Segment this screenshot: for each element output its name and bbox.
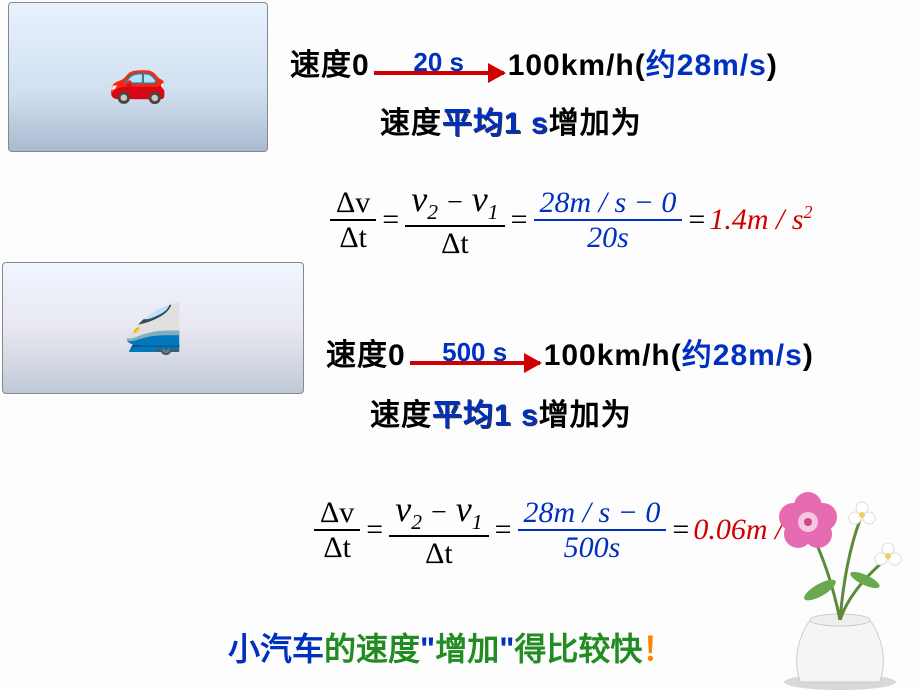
eq1-v1: v — [472, 179, 488, 219]
car-suffix: ) — [767, 49, 778, 82]
eq2-eq2: = — [495, 513, 512, 547]
conc-p1: 小汽车 — [228, 631, 324, 667]
conclusion-text: 小汽车的速度"增加"得比较快！ — [228, 624, 674, 670]
eq2-result-exp: 2 — [803, 512, 812, 532]
train-approx-prefix: 约 — [682, 339, 713, 372]
car-speed-start: 速度0 — [290, 40, 370, 84]
car-arrow — [374, 71, 504, 75]
eq2-v1sub: 1 — [472, 510, 483, 534]
eq2-dt: Δt — [323, 531, 351, 564]
eq2-frac2: v2 − v1 Δt — [389, 490, 488, 570]
eq1-num: 28m / s − 0 — [534, 186, 683, 219]
eq1-eq1: = — [382, 203, 399, 237]
eq2-dv: Δv — [320, 496, 354, 529]
eq2-frac1: Δv Δt — [314, 496, 360, 564]
eq2-eq1: = — [366, 513, 383, 547]
conc-p6: 得比较快 — [514, 631, 642, 667]
car-kmh: 100km/h( — [508, 49, 646, 82]
eq1-result-val: 1.4m / s — [709, 203, 803, 236]
conc-p5: " — [499, 631, 514, 667]
car-image: 🚗 — [8, 2, 268, 152]
train-suffix: ) — [803, 339, 814, 372]
train-icon: 🚄 — [123, 300, 183, 357]
car-speed-line: 速度0 20 s 100km/h(约28m/s) — [290, 40, 778, 84]
equation-train: Δv Δt = v2 − v1 Δt = 28m / s − 0 500s = … — [312, 490, 812, 570]
eq1-dt: Δt — [339, 221, 367, 254]
train-arrow-wrap: 500 s — [410, 339, 540, 365]
eq2-frac3: 28m / s − 0 500s — [518, 496, 667, 564]
eq1-v2sub: 2 — [427, 200, 438, 224]
train-avg-prefix: 速度 — [370, 390, 432, 434]
conc-p7: ！ — [642, 631, 674, 667]
eq2-num: 28m / s − 0 — [518, 496, 667, 529]
eq1-den: 20s — [581, 221, 635, 254]
eq1-frac1: Δv Δt — [330, 186, 376, 254]
train-speed-line: 速度0 500 s 100km/h(约28m/s) — [326, 330, 814, 374]
car-avg-prefix: 速度 — [380, 98, 442, 142]
equation-car: Δv Δt = v2 − v1 Δt = 28m / s − 0 20s = 1… — [328, 180, 813, 260]
eq2-result-val: 0.06m / s — [693, 513, 802, 546]
car-arrow-wrap: 20 s — [374, 49, 504, 75]
slide: 🚗 速度0 20 s 100km/h(约28m/s) 速度 平均1 s 增加为 … — [0, 0, 920, 690]
eq1-v2: v — [411, 179, 427, 219]
eq1-eq3: = — [688, 203, 705, 237]
train-avg-line: 速度 平均1 s 增加为 — [370, 390, 632, 434]
eq2-den: 500s — [558, 531, 627, 564]
eq1-eq2: = — [511, 203, 528, 237]
eq2-v2: v — [395, 489, 411, 529]
train-kmh: 100km/h( — [544, 339, 682, 372]
eq2-eq3: = — [672, 513, 689, 547]
train-speed-start: 速度0 — [326, 330, 406, 374]
conc-p4: 增加 — [435, 631, 499, 667]
conc-p3: " — [420, 631, 435, 667]
eq2-v1: v — [456, 489, 472, 529]
eq1-minus: − — [447, 187, 463, 218]
eq1-frac3: 28m / s − 0 20s — [534, 186, 683, 254]
eq1-v1sub: 1 — [488, 200, 499, 224]
eq1-frac2: v2 − v1 Δt — [405, 180, 504, 260]
eq1-dv: Δv — [336, 186, 370, 219]
train-avg-mid: 平均1 s — [432, 390, 539, 434]
train-speed-end: 100km/h(约28m/s) — [544, 330, 814, 374]
car-icon: 🚗 — [108, 49, 168, 106]
eq2-result: 0.06m / s2 — [693, 512, 811, 547]
conc-p2: 的速度 — [324, 631, 420, 667]
car-ms: 28m/s — [677, 49, 767, 82]
train-arrow — [410, 361, 540, 365]
car-approx-prefix: 约 — [646, 49, 677, 82]
train-image: 🚄 — [2, 262, 304, 394]
eq1-result: 1.4m / s2 — [709, 202, 812, 237]
train-avg-suffix: 增加为 — [539, 390, 632, 434]
car-speed-end: 100km/h(约28m/s) — [508, 40, 778, 84]
car-avg-mid: 平均1 s — [442, 98, 549, 142]
car-avg-line: 速度 平均1 s 增加为 — [380, 98, 642, 142]
train-ms: 28m/s — [713, 339, 803, 372]
eq2-v2sub: 2 — [411, 510, 422, 534]
eq1-dt2: Δt — [441, 227, 469, 260]
car-avg-suffix: 增加为 — [549, 98, 642, 142]
eq2-minus: − — [431, 497, 447, 528]
eq2-dt2: Δt — [425, 537, 453, 570]
eq1-result-exp: 2 — [804, 202, 813, 222]
